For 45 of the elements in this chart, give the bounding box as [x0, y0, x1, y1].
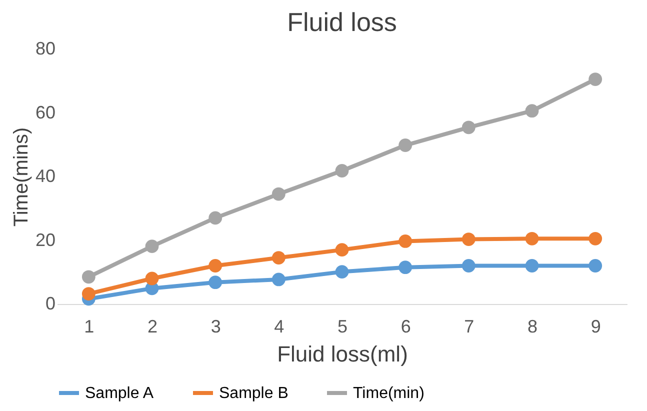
point	[272, 251, 286, 264]
point	[398, 234, 412, 248]
chart-title: Fluid loss	[287, 7, 397, 37]
point	[82, 287, 96, 300]
x-tick-label: 5	[337, 316, 348, 336]
y-tick-label: 60	[35, 102, 56, 122]
x-tick-label: 1	[84, 316, 94, 336]
point	[588, 72, 602, 86]
x-tick-label: 9	[590, 316, 601, 336]
x-tick-label: 3	[210, 316, 221, 336]
point	[398, 260, 412, 274]
legend-label: Sample A	[85, 385, 154, 402]
point	[145, 240, 159, 253]
point	[335, 243, 349, 257]
point	[588, 232, 602, 246]
y-tick-label: 20	[35, 230, 56, 250]
legend-label: Time(min)	[353, 385, 424, 402]
point	[588, 259, 602, 272]
point	[525, 232, 539, 246]
x-tick-label: 6	[400, 316, 411, 336]
x-tick-label: 7	[464, 316, 474, 336]
y-tick-label: 40	[35, 166, 56, 186]
x-tick-label: 8	[527, 316, 538, 336]
point	[272, 272, 286, 286]
point	[335, 265, 349, 278]
x-tick-label: 2	[147, 316, 158, 336]
point	[525, 104, 539, 118]
point	[145, 272, 159, 286]
x-axis-title: Fluid loss(ml)	[277, 342, 408, 366]
point	[462, 232, 476, 246]
y-axis-title: Time(mins)	[10, 127, 32, 227]
point	[208, 259, 222, 272]
point	[462, 120, 476, 134]
point	[462, 259, 476, 272]
x-tick-label: 4	[274, 316, 284, 336]
legend-label: Sample B	[219, 385, 288, 402]
point	[525, 259, 539, 272]
point	[208, 211, 222, 225]
point	[82, 270, 96, 284]
point	[208, 276, 222, 290]
point	[398, 138, 412, 152]
point	[272, 187, 286, 201]
point	[335, 164, 349, 178]
y-tick-label: 80	[35, 38, 56, 58]
y-tick-label: 0	[45, 294, 56, 314]
